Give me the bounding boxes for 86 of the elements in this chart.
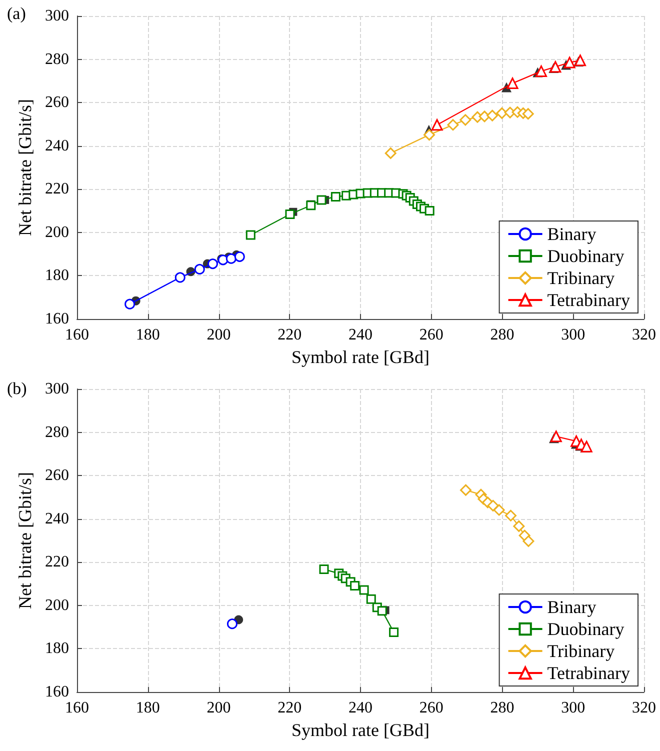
point (246, 230, 256, 240)
point (350, 580, 360, 590)
x-tick-label: 220 (278, 700, 302, 716)
y-tick-label: 240 (45, 137, 69, 154)
legend-label: Tetrabinary (547, 663, 630, 683)
point (574, 54, 586, 66)
legend-label: Tribinary (547, 641, 615, 661)
point (359, 585, 369, 595)
point (285, 210, 295, 219)
y-tick-label: 160 (45, 310, 69, 328)
legend-label: Binary (547, 224, 596, 244)
point (366, 594, 376, 604)
x-tick-label: 220 (278, 326, 302, 344)
x-tick-label: 260 (419, 326, 444, 344)
point (522, 535, 534, 547)
y-axis-title: Net bitrate [Gbit/s] (15, 472, 36, 609)
x-tick-label: 200 (206, 326, 231, 344)
point (226, 253, 236, 264)
y-tick-label: 220 (45, 180, 69, 198)
point (207, 258, 218, 270)
x-tick-label: 160 (65, 326, 89, 344)
point (174, 272, 186, 283)
point (319, 564, 329, 574)
point (486, 110, 498, 122)
x-tick-label: 260 (419, 700, 444, 716)
point (316, 195, 326, 205)
y-tick-label: 260 (45, 94, 69, 112)
point (550, 61, 562, 73)
y-tick-label: 200 (45, 596, 69, 614)
y-tick-label: 300 (45, 8, 69, 24)
y-tick-label: 240 (45, 510, 69, 528)
y-tick-label: 260 (45, 467, 69, 484)
point (506, 78, 518, 90)
point (460, 114, 472, 126)
x-tick-label: 200 (206, 700, 231, 716)
legend-label: Tetrabinary (547, 290, 630, 310)
y-tick-label: 200 (45, 224, 69, 241)
x-tick-label: 240 (348, 700, 372, 716)
point (389, 628, 399, 638)
legend-label: Duobinary (547, 246, 624, 266)
x-tick-label: 180 (136, 326, 160, 344)
legend-label: Tribinary (547, 268, 615, 288)
x-tick-label: 300 (561, 326, 586, 344)
legend-label: Duobinary (547, 619, 624, 639)
x-tick-label: 300 (561, 700, 586, 716)
chart-title: (a) (7, 4, 26, 23)
point (535, 65, 547, 77)
point (550, 430, 562, 442)
point (124, 298, 136, 310)
x-tick-label: 320 (632, 326, 656, 344)
y-tick-label: 180 (45, 267, 69, 284)
point (377, 606, 387, 616)
point (424, 206, 434, 216)
point (234, 251, 245, 262)
x-tick-label: 160 (65, 700, 89, 716)
point (460, 484, 472, 496)
point (513, 520, 525, 532)
chart-title: (b) (7, 379, 27, 398)
point (493, 504, 505, 516)
point (496, 107, 508, 119)
point (431, 119, 443, 131)
legend-label: Binary (547, 597, 596, 617)
point (505, 510, 517, 522)
point (424, 129, 435, 141)
y-tick-label: 280 (45, 424, 69, 441)
x-tick-label: 280 (490, 326, 514, 344)
x-axis-title: Symbol rate [GBd] (292, 346, 430, 367)
x-tick-label: 280 (490, 700, 514, 716)
y-tick-label: 180 (45, 640, 69, 658)
point (226, 618, 238, 630)
x-tick-label: 320 (632, 700, 656, 716)
x-tick-label: 180 (136, 700, 160, 716)
point (522, 108, 534, 120)
y-tick-label: 220 (45, 554, 69, 571)
point (330, 192, 340, 202)
point (564, 56, 576, 68)
y-tick-label: 160 (45, 684, 69, 700)
point (447, 119, 459, 131)
x-axis-title: Symbol rate [GBd] (292, 720, 430, 740)
point (384, 147, 396, 159)
point (194, 264, 205, 274)
y-tick-label: 280 (45, 50, 69, 68)
y-tick-label: 300 (45, 380, 69, 398)
x-tick-label: 240 (348, 326, 372, 344)
y-axis-title: Net bitrate [Gbit/s] (15, 99, 36, 236)
point (478, 110, 490, 122)
